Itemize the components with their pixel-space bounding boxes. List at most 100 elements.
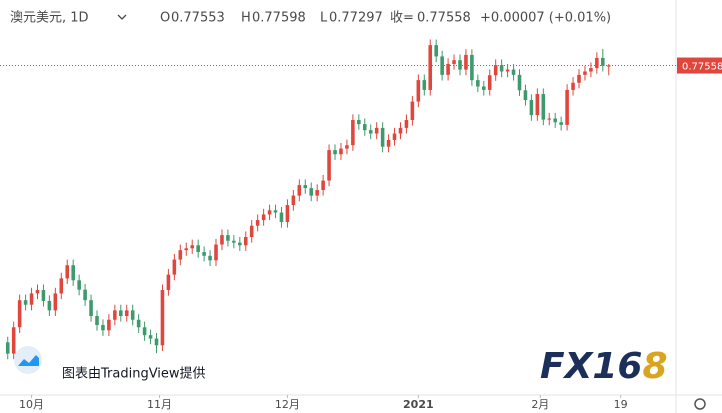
- close-value: 0.77558: [417, 11, 471, 26]
- last-price-label: 0.77558: [682, 62, 722, 73]
- candle-body: [184, 248, 189, 251]
- candle-body: [243, 237, 248, 246]
- candle-body: [606, 65, 611, 67]
- candle-body: [261, 214, 266, 221]
- candle-body: [458, 60, 462, 70]
- candle-body: [517, 74, 522, 91]
- candle-body: [428, 45, 433, 90]
- candle-body: [511, 69, 516, 75]
- candle-body: [535, 94, 540, 116]
- candle-body: [113, 310, 117, 320]
- candle-body: [476, 80, 480, 87]
- candle-body: [285, 205, 290, 222]
- change: +0.00007 (+0.01%): [480, 11, 611, 26]
- candle-body: [77, 280, 81, 290]
- candle-body: [386, 139, 391, 147]
- candle-body: [422, 80, 427, 90]
- candle-body: [232, 240, 236, 243]
- candle-body: [178, 250, 183, 260]
- candle-body: [487, 75, 492, 90]
- candle-body: [11, 327, 16, 354]
- candle-body: [357, 120, 361, 125]
- candle-body: [583, 71, 587, 75]
- dropdown-icon[interactable]: [117, 14, 127, 20]
- candle-body: [529, 100, 534, 116]
- candle-body: [446, 63, 450, 75]
- candle-body: [273, 210, 278, 213]
- candle-body: [59, 278, 64, 294]
- settings-icon[interactable]: [694, 398, 706, 410]
- candle-body: [541, 94, 546, 120]
- candle-body: [589, 68, 593, 72]
- candle-body: [172, 259, 177, 275]
- candle-body: [482, 86, 486, 90]
- candle-body: [464, 54, 468, 70]
- candle-body: [166, 274, 171, 291]
- candle-body: [65, 265, 70, 279]
- x-tick-label: 2021: [403, 398, 434, 411]
- open-value: 0.77553: [171, 11, 225, 26]
- candle-body: [380, 127, 385, 147]
- candle-body: [392, 133, 397, 140]
- candle-body: [136, 319, 141, 328]
- candle-body: [333, 150, 337, 155]
- candle-body: [83, 289, 87, 301]
- candle-body: [362, 124, 367, 131]
- candle-body: [327, 150, 331, 181]
- candle-body: [89, 300, 93, 316]
- symbol: 澳元美元, 1D: [10, 10, 89, 26]
- candle-body: [267, 210, 272, 215]
- logo-main-text: FX16: [540, 346, 642, 387]
- candle-body: [404, 120, 409, 128]
- candle-body: [398, 127, 403, 134]
- candle-body: [303, 185, 308, 189]
- tv-logo-mark: [18, 355, 39, 366]
- candle-body: [160, 290, 165, 346]
- candle-body: [309, 188, 314, 196]
- candle-body: [23, 300, 28, 305]
- candle-body: [196, 245, 200, 253]
- candle-body: [547, 118, 552, 120]
- candle-body: [297, 185, 302, 196]
- candle-body: [434, 45, 438, 57]
- candle-body: [368, 130, 373, 134]
- tradingview-credit[interactable]: 图表由TradingView提供: [14, 346, 206, 382]
- candle-body: [452, 60, 456, 64]
- candle-body: [553, 118, 557, 123]
- candle-body: [601, 57, 605, 66]
- candle-body: [202, 252, 206, 256]
- candle-body: [345, 145, 349, 149]
- high-label: H: [241, 11, 251, 26]
- last-price-tag: [677, 57, 722, 74]
- candle-body: [41, 290, 46, 301]
- candle-body: [351, 120, 355, 146]
- candle-body: [29, 293, 34, 305]
- x-tick-label: 19: [614, 398, 628, 411]
- candle-body: [154, 338, 159, 346]
- open-label: O: [160, 11, 170, 26]
- candle-body: [148, 335, 153, 339]
- candle-body: [339, 148, 343, 155]
- candle-body: [214, 244, 218, 261]
- candle-body: [95, 316, 99, 326]
- candle-body: [71, 265, 75, 281]
- candle-body: [571, 82, 575, 90]
- candle-body: [17, 300, 22, 328]
- candle-body: [220, 235, 224, 245]
- x-tick-label: 12月: [275, 398, 300, 411]
- candle-body: [595, 57, 599, 69]
- candle-body: [130, 310, 135, 320]
- candle-body: [291, 195, 296, 206]
- candle-body: [119, 310, 123, 316]
- candle-body: [255, 220, 260, 226]
- candle-body: [493, 65, 498, 76]
- logo-accent: 8: [642, 346, 667, 387]
- candle-body: [53, 293, 58, 311]
- candle-body: [315, 189, 319, 196]
- credit: 图表由TradingView提供: [62, 366, 206, 382]
- logo-main: FX168: [540, 346, 668, 387]
- candle-body: [107, 319, 111, 331]
- candle-body: [499, 65, 504, 72]
- candle-body: [47, 300, 52, 311]
